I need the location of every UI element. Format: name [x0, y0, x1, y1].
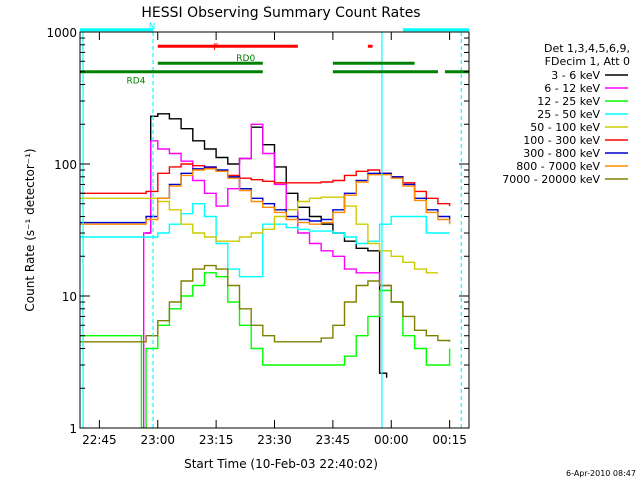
flag-label-n: N — [149, 22, 156, 32]
flag-bar-1-span-1 — [367, 44, 373, 48]
y-tick-label-3: 1000 — [46, 26, 77, 40]
y-tick-label-1: 10 — [62, 290, 77, 304]
legend-header-0: Det 1,3,4,5,6,9, — [544, 42, 630, 55]
legend-entry-7: 800 - 7000 keV — [516, 160, 600, 173]
legend-entry-8: 7000 - 20000 keV — [502, 173, 600, 186]
chart-title: HESSI Observing Summary Count Rates — [141, 5, 420, 21]
legend-entry-2: 12 - 25 keV — [537, 95, 600, 108]
series-line-7 — [80, 168, 451, 225]
y-tick-label-0: 1 — [69, 422, 77, 436]
flags-layer: N F RD0 RD4 — [80, 22, 469, 87]
x-tick-label-6: 00:15 — [432, 433, 467, 447]
x-tick-label-2: 23:15 — [199, 433, 234, 447]
x-tick-label-1: 23:00 — [140, 433, 175, 447]
flag-bar-1-span-0 — [157, 44, 298, 48]
legend-entry-4: 50 - 100 keV — [530, 121, 600, 134]
series-line-5 — [80, 163, 451, 207]
series-line-3 — [80, 203, 450, 278]
legend: Det 1,3,4,5,6,9,FDecim 1, Att 03 - 6 keV… — [502, 42, 630, 186]
flag-bar-2-span-1 — [332, 61, 415, 65]
legend-header-1: FDecim 1, Att 0 — [545, 55, 630, 68]
x-tick-label-4: 23:45 — [316, 433, 351, 447]
y-axis-label: Count Rate (s⁻¹ detector⁻¹) — [23, 148, 37, 311]
footer-timestamp: 6-Apr-2010 08:47 — [566, 469, 636, 478]
x-tick-label-5: 00:00 — [374, 433, 409, 447]
x-tick-label-3: 23:30 — [257, 433, 292, 447]
series-line-2 — [80, 272, 451, 428]
flag-label-rd4: RD4 — [127, 77, 146, 87]
flag-bar-3-span-0 — [80, 70, 263, 74]
series-line-4 — [80, 196, 438, 274]
series-line-8 — [80, 264, 451, 343]
legend-entry-0: 3 - 6 keV — [551, 69, 600, 82]
markers-layer — [82, 32, 462, 428]
flag-bar-0-span-0 — [80, 28, 154, 32]
legend-entry-3: 25 - 50 keV — [537, 108, 600, 121]
y-tick-label-2: 100 — [54, 158, 77, 172]
flag-bar-3-span-2 — [444, 70, 469, 74]
series-layer — [80, 113, 451, 428]
flag-label-rd0: RD0 — [236, 54, 255, 64]
x-axis-label: Start Time (10-Feb-03 22:40:02) — [184, 457, 378, 471]
series-line-6 — [80, 166, 451, 224]
legend-entry-6: 300 - 800 keV — [523, 147, 600, 160]
x-tick-label-0: 22:45 — [82, 433, 117, 447]
flag-bar-2-span-0 — [157, 61, 263, 65]
legend-entry-5: 100 - 300 keV — [523, 134, 600, 147]
y-axis: 1 10 100 1000 — [46, 26, 469, 436]
x-axis: 22:45 23:00 23:15 23:30 23:45 00:00 00:15 — [82, 32, 467, 447]
series-line-1 — [141, 123, 392, 428]
flag-bar-0-span-1 — [402, 28, 469, 32]
legend-entry-1: 6 - 12 keV — [544, 82, 600, 95]
flag-bar-3-span-1 — [332, 70, 438, 74]
flag-label-f: F — [213, 43, 218, 53]
